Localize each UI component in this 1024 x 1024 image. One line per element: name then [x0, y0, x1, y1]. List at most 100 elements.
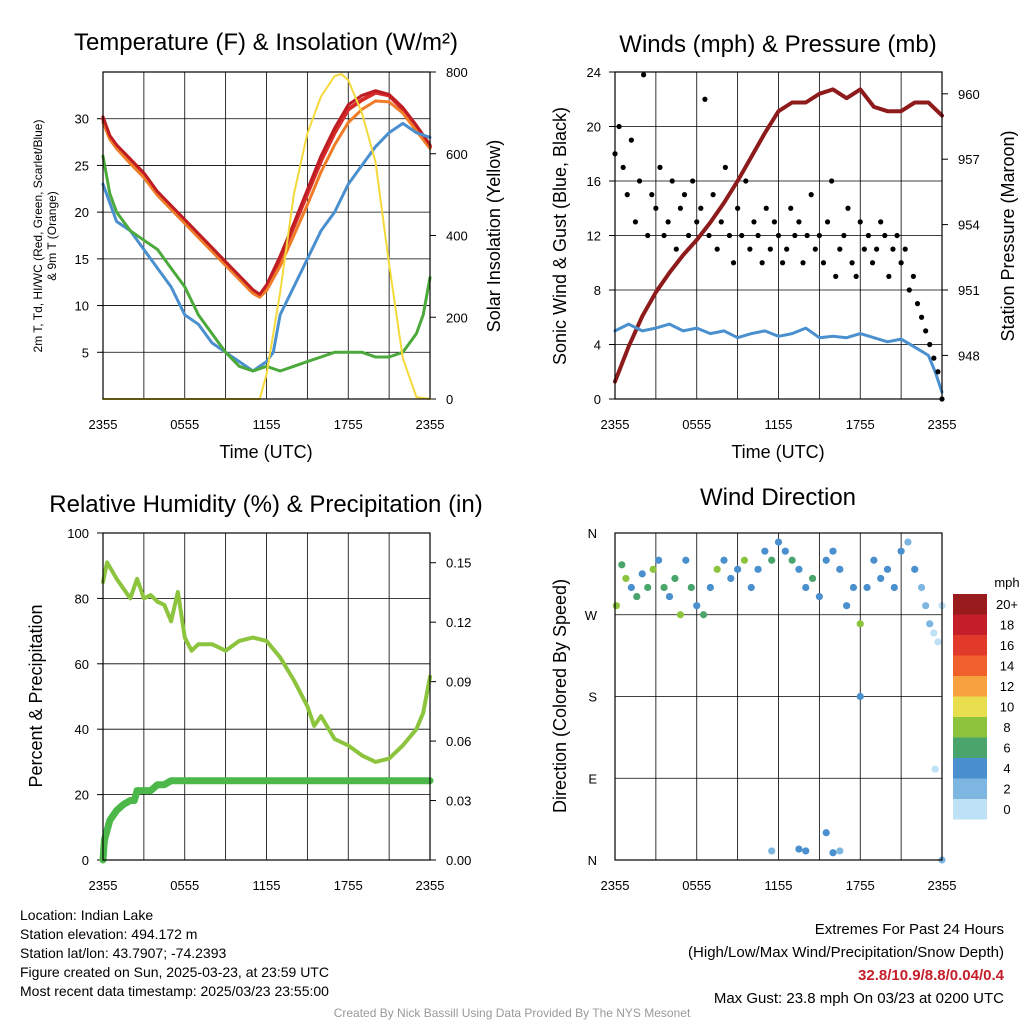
rh-series-line-0 — [101, 560, 432, 764]
wind-x-tick-label: 0555 — [682, 417, 711, 432]
wind-gust-point — [845, 205, 851, 211]
legend-swatch — [953, 758, 987, 779]
legend-label: 0 — [1003, 802, 1010, 817]
rh-y2-tick-label: 0.12 — [446, 615, 471, 630]
dir-point — [795, 565, 803, 573]
wind-series-line-1 — [613, 322, 944, 394]
temp-y2-tick-label: 0 — [446, 392, 453, 407]
dir-point — [720, 556, 728, 564]
wind-gust-point — [661, 232, 667, 239]
dir-point — [706, 583, 714, 592]
wind-y2-tick-label: 948 — [958, 348, 980, 363]
temp-y-tick-label: 30 — [75, 112, 89, 127]
temp-panel-title: Temperature (F) & Insolation (W/m²) — [74, 29, 458, 56]
dir-point — [644, 583, 652, 592]
dir-point — [795, 845, 803, 853]
dir-point — [863, 583, 871, 592]
dir-point — [671, 574, 679, 583]
wind-frame — [614, 71, 943, 400]
dir-point — [699, 611, 708, 619]
temp-y2-tick-label: 600 — [446, 147, 468, 162]
temp-x-axis-label: Time (UTC) — [219, 442, 312, 462]
wind-gust-point — [849, 260, 855, 266]
wind-x-axis-label: Time (UTC) — [731, 442, 824, 462]
wind-gust-point — [935, 369, 941, 375]
wind-gust-point — [869, 260, 876, 266]
wind-gust-point — [706, 232, 712, 239]
dir-point — [922, 602, 930, 610]
dir-point — [931, 765, 939, 773]
wind-gust-point — [632, 219, 639, 225]
dir-x-tick-label: 1755 — [846, 878, 875, 893]
rh-x-tick-label: 1155 — [253, 878, 281, 893]
rh-y2-tick-label: 0.15 — [446, 556, 471, 571]
wind-gust-point — [653, 205, 659, 211]
wind-y-tick-label: 0 — [594, 392, 601, 407]
dir-point — [660, 583, 668, 592]
dir-point — [877, 574, 885, 583]
temp-x-tick-label: 1155 — [253, 417, 281, 432]
dir-point — [802, 847, 810, 855]
dir-point — [761, 547, 769, 555]
temp-y2-tick-label: 400 — [446, 229, 468, 244]
temp-y-tick-label: 5 — [82, 345, 89, 360]
dir-point — [649, 565, 657, 573]
wind-gust-point — [800, 260, 806, 266]
wind-y-tick-label: 12 — [587, 229, 601, 244]
dir-point — [836, 565, 844, 573]
max-gust-text: Max Gust: 23.8 mph On 03/23 at 0200 UTC — [713, 990, 1004, 1007]
wind-y-tick-label: 4 — [594, 338, 601, 353]
wind-gust-point — [641, 72, 647, 78]
temp-y-tick-label: 25 — [75, 158, 89, 173]
wind-gust-point — [628, 137, 634, 143]
wind-gust-point — [779, 260, 786, 266]
rh-y-tick-label: 100 — [67, 526, 89, 541]
recent-text: Most recent data timestamp: 2025/03/23 2… — [20, 983, 329, 999]
wind-y-tick-label: 24 — [587, 65, 601, 80]
dir-point — [754, 565, 762, 573]
dir-point — [768, 847, 776, 855]
wind-gust-point — [698, 205, 704, 211]
legend-swatch — [953, 594, 987, 615]
dir-point — [849, 583, 858, 592]
wind-gust-point — [816, 232, 822, 239]
wind-gust-point — [624, 192, 630, 198]
wind-gust-point — [665, 219, 671, 225]
legend-label: 16 — [1000, 638, 1014, 653]
wind-gust-point — [861, 246, 867, 252]
temp-series-line-4 — [101, 154, 432, 373]
wind-gust-point — [673, 246, 679, 252]
rh-y-tick-label: 60 — [75, 657, 89, 672]
rh-series-line-1 — [99, 777, 434, 864]
rh-x-tick-label: 1755 — [334, 878, 363, 893]
wind-gust-point — [894, 232, 900, 239]
wind-gust-point — [657, 164, 663, 170]
wind-gust-point — [730, 260, 737, 266]
wind-gust-point — [792, 232, 798, 239]
dir-point — [843, 602, 851, 610]
temp-y-axis-label-line1: 2m T, Td, HI/WC (Red, Green, Scarlet/Blu… — [31, 120, 45, 353]
wind-gust-point — [677, 205, 684, 211]
wind-gust-point — [690, 178, 696, 184]
rh-y2-tick-label: 0.00 — [446, 853, 471, 868]
wind-gust-point — [645, 232, 651, 239]
credit-text: Created By Nick Bassill Using Data Provi… — [333, 1006, 691, 1020]
dir-panel-title: Wind Direction — [700, 484, 856, 511]
legend-swatch — [953, 737, 987, 758]
dir-point — [740, 556, 749, 564]
wind-gust-point — [808, 192, 814, 198]
wind-gust-point — [739, 232, 745, 239]
wind-gust-point — [918, 314, 925, 320]
wind-y2-tick-label: 960 — [958, 87, 980, 102]
dir-point — [693, 602, 701, 610]
dir-point — [802, 583, 810, 592]
wind-gust-point — [784, 246, 790, 252]
rh-y-tick-label: 40 — [75, 722, 89, 737]
dir-point — [829, 849, 837, 857]
temp-series-line-5 — [102, 73, 431, 400]
temp-y-tick-label: 10 — [75, 299, 89, 314]
wind-gust-point — [775, 232, 782, 239]
legend-label: 14 — [1000, 659, 1014, 674]
dir-y-tick-label: E — [588, 771, 597, 786]
